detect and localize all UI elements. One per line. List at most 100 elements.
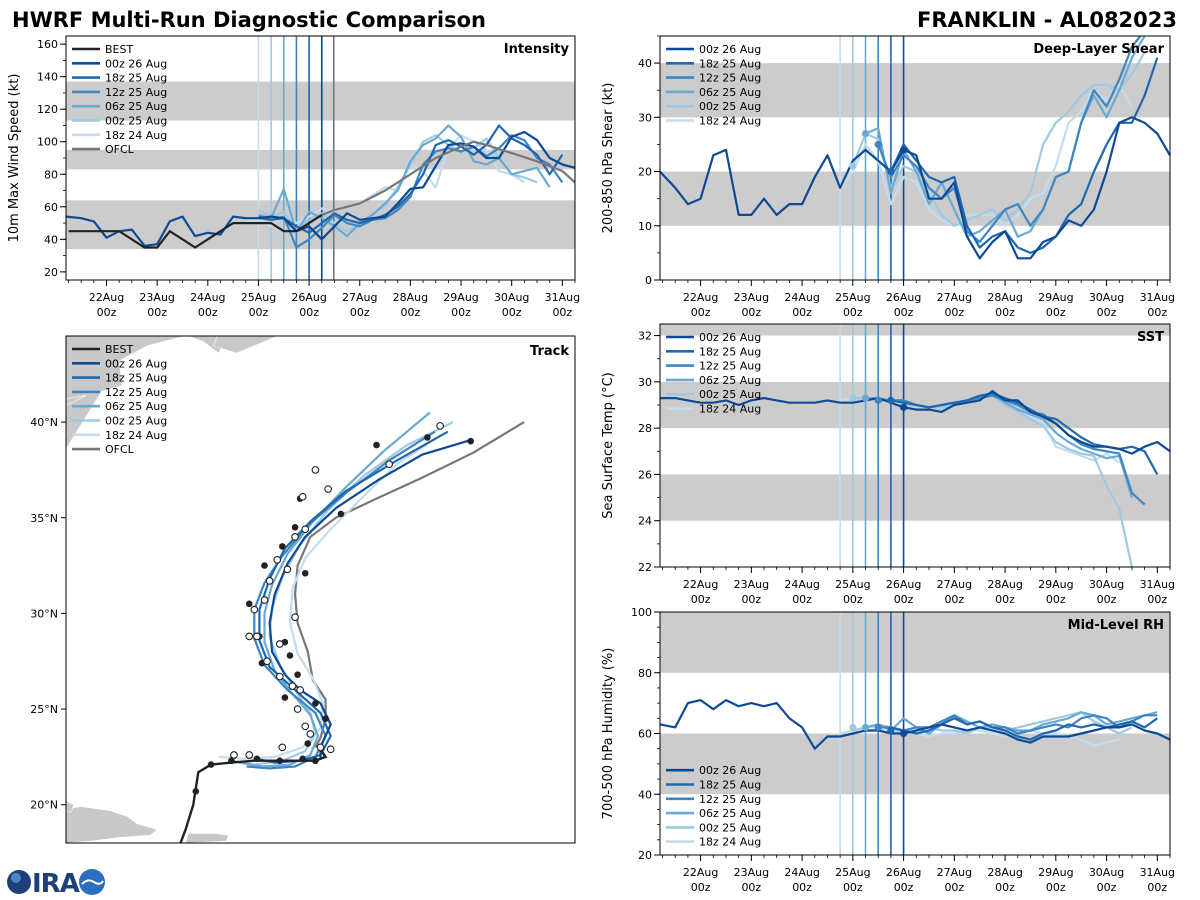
- shear-legend-label-0: 00z 26 Aug: [699, 43, 761, 56]
- rh-xtick-label-hour: 00z: [691, 881, 711, 894]
- intensity-xtick-label-hour: 00z: [97, 306, 117, 319]
- sst-xtick-label-day: 30Aug: [1089, 578, 1124, 591]
- rh-ytick-label: 80: [638, 667, 652, 680]
- shear-legend-label-1: 18z 25 Aug: [699, 57, 761, 70]
- track-position-dot-filled: [207, 761, 215, 768]
- track-position-dot-open: [311, 466, 320, 474]
- track-position-dot-filled: [279, 543, 286, 550]
- cira-logo: IRA: [7, 869, 105, 898]
- intensity-xtick-label-hour: 00z: [299, 306, 319, 319]
- intensity-series-4: [257, 134, 538, 233]
- track-position-dot-open: [250, 605, 259, 614]
- sst-ytick-label: 24: [638, 515, 652, 528]
- sst-xtick-label-day: 26Aug: [886, 578, 921, 591]
- shear-init-dot-3: [861, 130, 870, 138]
- track-legend-label-7: OFCL: [105, 443, 135, 456]
- track-plot: [66, 336, 525, 843]
- track-series-5: [218, 434, 441, 760]
- track-legend-label-2: 18z 25 Aug: [105, 372, 167, 385]
- track-position-dot-open: [291, 533, 299, 541]
- panel-shear: 0 10 20 30 40 22Aug 00z 23Aug 00z 24Aug 00z 25Aug 00…: [601, 35, 1175, 319]
- panel-intensity: 20 40 60 80 100 120 140 160 22Aug 00z 23Aug 00z 24Au…: [7, 35, 580, 319]
- intensity-xtick-label-hour: 00z: [198, 306, 218, 319]
- track-position-dot-open: [288, 682, 297, 690]
- intensity-band-1: [66, 149, 575, 170]
- intensity-legend-label-4: 06z 25 Aug: [105, 100, 167, 113]
- panel-rh: 20 40 60 80 100 22Aug 00z 23Aug 00z 24Aug 00z 25Aug…: [601, 606, 1175, 894]
- intensity-xtick-label-day: 26Aug: [291, 291, 326, 304]
- intensity-ytick-label: 60: [44, 201, 58, 214]
- intensity-ytick-label: 100: [37, 136, 58, 149]
- intensity-legend-label-1: 00z 26 Aug: [105, 57, 167, 70]
- rh-ytick-label: 40: [638, 788, 652, 801]
- track-position-dot-filled: [312, 757, 319, 765]
- intensity-series-2: [258, 134, 564, 249]
- sst-xtick-label-day: 22Aug: [683, 578, 718, 591]
- shear-xtick-label-hour: 00z: [691, 306, 711, 319]
- sst-legend-label-1: 18z 25 Aug: [699, 345, 761, 358]
- shear-ytick-label: 40: [638, 57, 652, 70]
- sst-panel-title: SST: [1137, 330, 1164, 345]
- intensity-xtick-label-day: 29Aug: [443, 291, 478, 304]
- intensity-xtick-label-hour: 00z: [147, 306, 167, 319]
- shear-xtick-label-day: 23Aug: [734, 291, 769, 304]
- intensity-ytick-label: 140: [37, 71, 58, 84]
- rh-xtick-label-hour: 00z: [1046, 881, 1066, 894]
- rh-init-dot-1: [887, 726, 895, 735]
- track-legend-label-4: 06z 25 Aug: [105, 400, 167, 413]
- sst-ytick-label: 26: [638, 468, 652, 481]
- shear-ytick-label: 20: [638, 166, 652, 179]
- figure-title-right: FRANKLIN - AL082023: [917, 8, 1177, 32]
- track-position-dot-filled: [281, 694, 289, 701]
- rh-xtick-label-hour: 00z: [843, 881, 863, 894]
- shear-xtick-label-day: 28Aug: [987, 291, 1022, 304]
- track-position-dot-filled: [373, 441, 380, 449]
- rh-xtick-label-hour: 00z: [741, 881, 761, 894]
- intensity-series-3: [258, 124, 551, 238]
- cira-logo-globe-shine: [11, 873, 21, 883]
- track-position-dot-open: [296, 686, 304, 694]
- intensity-ytick-label: 160: [37, 38, 58, 51]
- sst-xtick-label-hour: 00z: [1046, 593, 1066, 606]
- rh-xtick-label-day: 28Aug: [987, 866, 1022, 879]
- track-position-dot-filled: [261, 562, 268, 569]
- track-series-1: [256, 430, 449, 764]
- sst-xtick-label-hour: 00z: [691, 593, 711, 606]
- land-hispaniola: [66, 806, 159, 843]
- track-position-dot-open: [385, 460, 394, 469]
- intensity-xtick-label-day: 22Aug: [89, 291, 124, 304]
- intensity-plot: [66, 36, 575, 280]
- rh-series-3: [865, 711, 1158, 735]
- track-position-dot-filled: [286, 652, 294, 659]
- rh-legend-label-5: 18z 24 Aug: [699, 836, 761, 849]
- intensity-legend-label-2: 18z 25 Aug: [105, 72, 167, 85]
- rh-xtick-label-day: 22Aug: [683, 866, 718, 879]
- track-position-dot-filled: [424, 434, 431, 441]
- land-long-island: [66, 395, 87, 406]
- rh-panel-title: Mid-Level RH: [1068, 618, 1164, 633]
- track-position-dot-open: [301, 722, 310, 731]
- track-legend-label-6: 18z 24 Aug: [105, 429, 167, 442]
- track-position-dot-open: [275, 672, 284, 681]
- sst-ytick-label: 28: [638, 422, 652, 435]
- intensity-legend-label-7: OFCL: [105, 143, 135, 156]
- sst-ytick-label: 22: [638, 561, 652, 574]
- track-lat-label: 25°N: [30, 703, 58, 716]
- track-position-dot-filled: [228, 757, 235, 765]
- rh-xtick-label-hour: 00z: [1097, 881, 1117, 894]
- cira-logo-badge-wave: [81, 879, 104, 885]
- sst-xtick-label-hour: 00z: [894, 593, 914, 606]
- track-position-dot-open: [306, 730, 315, 738]
- shear-band-1: [660, 63, 1170, 118]
- rh-xtick-label-day: 29Aug: [1038, 866, 1073, 879]
- land-puerto-rico: [185, 833, 230, 843]
- shear-panel-title: Deep-Layer Shear: [1033, 42, 1164, 57]
- rh-band-0: [660, 733, 1170, 795]
- shear-xtick-label-hour: 00z: [995, 306, 1015, 319]
- track-position-dot-open: [278, 743, 287, 752]
- intensity-xtick-label-day: 24Aug: [190, 291, 225, 304]
